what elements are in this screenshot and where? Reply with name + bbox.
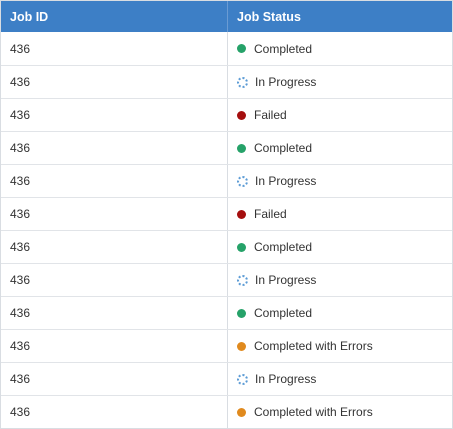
job-id-cell: 436 xyxy=(1,264,228,296)
table-row[interactable]: 436 Completed with Errors xyxy=(1,329,452,362)
job-status-cell: Completed xyxy=(228,297,452,329)
table-row[interactable]: 436 Failed xyxy=(1,197,452,230)
job-status-cell: In Progress xyxy=(228,363,452,395)
status-label: Completed with Errors xyxy=(254,405,373,419)
completed-dot-icon xyxy=(237,242,246,252)
job-id-cell: 436 xyxy=(1,132,228,164)
table-row[interactable]: 436 Completed xyxy=(1,296,452,329)
status-label: In Progress xyxy=(255,174,317,188)
status-label: Completed xyxy=(254,306,313,320)
warning-dot-icon xyxy=(237,407,246,417)
job-id-cell: 436 xyxy=(1,363,228,395)
status-label: Completed xyxy=(254,141,313,155)
status-label: In Progress xyxy=(255,75,317,89)
status-label: In Progress xyxy=(255,372,317,386)
job-status-cell: In Progress xyxy=(228,165,452,197)
job-id-cell: 436 xyxy=(1,99,228,131)
table-row[interactable]: 436 Completed xyxy=(1,230,452,263)
job-id-cell: 436 xyxy=(1,32,228,65)
status-label: Failed xyxy=(254,108,287,122)
table-row[interactable]: 436 In Progress xyxy=(1,164,452,197)
warning-dot-icon xyxy=(237,341,246,351)
table-row[interactable]: 436 Completed xyxy=(1,32,452,65)
job-status-cell: In Progress xyxy=(228,264,452,296)
status-label: Completed with Errors xyxy=(254,339,373,353)
job-id-cell: 436 xyxy=(1,330,228,362)
progress-spinner-icon xyxy=(237,76,248,88)
job-status-cell: Failed xyxy=(228,99,452,131)
completed-dot-icon xyxy=(237,44,246,53)
job-id-cell: 436 xyxy=(1,231,228,263)
grid-body: 436 Completed 436 In Progress 436 Failed 436 Co… xyxy=(1,32,452,428)
job-status-cell: Completed xyxy=(228,231,452,263)
progress-spinner-icon xyxy=(237,274,248,286)
job-status-cell: Completed xyxy=(228,32,452,65)
status-label: Failed xyxy=(254,207,287,221)
job-id-cell: 436 xyxy=(1,198,228,230)
failed-dot-icon xyxy=(237,110,246,120)
column-header-job-id[interactable]: Job ID xyxy=(1,1,228,32)
table-row[interactable]: 436 Completed with Errors xyxy=(1,395,452,428)
progress-spinner-icon xyxy=(237,373,248,385)
column-header-job-status[interactable]: Job Status xyxy=(237,9,301,24)
job-status-cell: Completed with Errors xyxy=(228,396,452,428)
status-label: Completed xyxy=(254,41,313,56)
job-status-cell: In Progress xyxy=(228,66,452,98)
completed-dot-icon xyxy=(237,308,246,318)
table-row[interactable]: 436 Failed xyxy=(1,98,452,131)
job-id-cell: 436 xyxy=(1,297,228,329)
job-id-cell: 436 xyxy=(1,66,228,98)
completed-dot-icon xyxy=(237,143,246,153)
job-status-cell: Failed xyxy=(228,198,452,230)
status-label: Completed xyxy=(254,240,313,254)
table-row[interactable]: 436 In Progress xyxy=(1,362,452,395)
job-status-cell: Completed xyxy=(228,132,452,164)
grid-header: Job ID Job Status xyxy=(1,1,452,32)
table-row[interactable]: 436 In Progress xyxy=(1,65,452,98)
job-id-cell: 436 xyxy=(1,396,228,428)
job-id-cell: 436 xyxy=(1,165,228,197)
failed-dot-icon xyxy=(237,209,246,219)
table-row[interactable]: 436 In Progress xyxy=(1,263,452,296)
table-row[interactable]: 436 Completed xyxy=(1,131,452,164)
job-status-cell: Completed with Errors xyxy=(228,330,452,362)
status-label: In Progress xyxy=(255,273,317,287)
progress-spinner-icon xyxy=(237,175,248,187)
